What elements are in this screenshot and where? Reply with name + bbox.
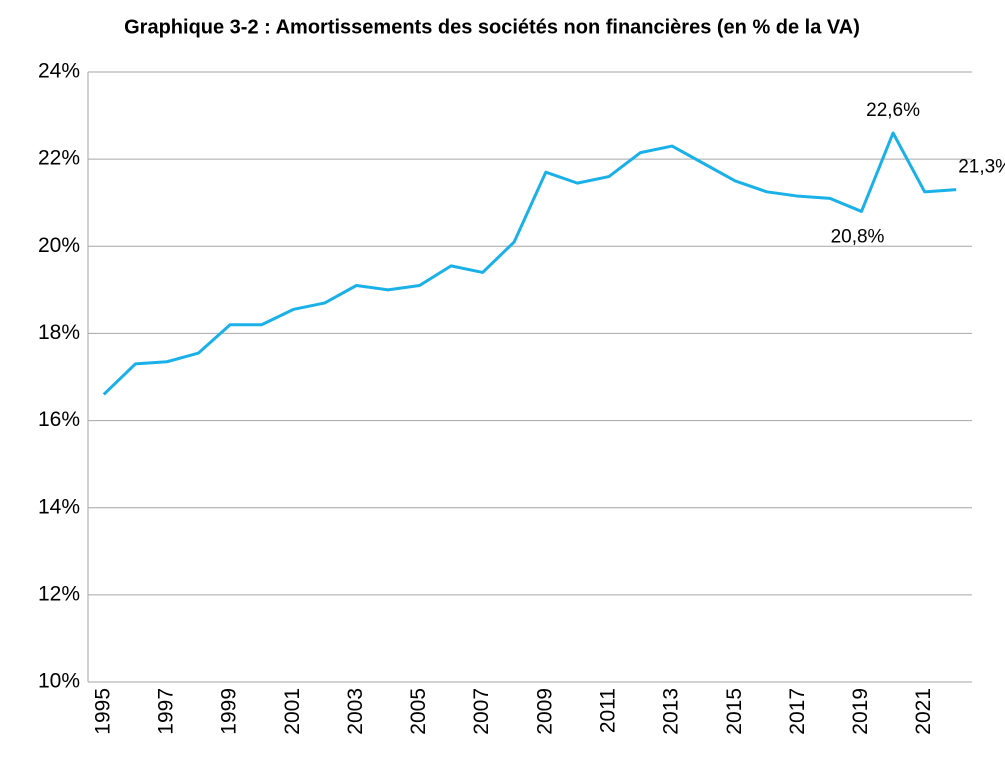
chart-title: Graphique 3-2 : Amortissements des socié…: [124, 16, 860, 38]
x-tick-label: 2013: [660, 688, 683, 735]
x-tick-label: 2007: [470, 688, 493, 735]
y-tick-label: 18%: [38, 321, 80, 344]
data-label: 22,6%: [866, 100, 920, 121]
x-tick-label: 2003: [344, 688, 367, 735]
x-tick-label: 2001: [281, 688, 304, 735]
data-label: 21,3%: [958, 157, 1005, 178]
x-tick-label: 1997: [154, 688, 177, 735]
x-tick-label: 2009: [533, 688, 556, 735]
x-tick-label: 2021: [912, 688, 935, 735]
y-tick-label: 12%: [38, 582, 80, 605]
y-tick-label: 16%: [38, 408, 80, 431]
x-tick-label: 2011: [596, 688, 619, 733]
x-tick-label: 1999: [218, 688, 241, 735]
x-tick-label: 1995: [91, 688, 114, 735]
x-tick-label: 2019: [849, 688, 872, 735]
y-tick-label: 24%: [38, 60, 80, 83]
y-tick-label: 14%: [38, 495, 80, 518]
data-label: 20,8%: [831, 226, 885, 247]
y-tick-label: 10%: [38, 670, 80, 693]
y-tick-label: 20%: [38, 234, 80, 257]
x-tick-label: 2017: [786, 688, 809, 735]
x-tick-label: 2005: [407, 688, 430, 735]
x-tick-label: 2015: [723, 688, 746, 735]
y-tick-label: 22%: [38, 147, 80, 170]
line-series: [102, 131, 957, 396]
